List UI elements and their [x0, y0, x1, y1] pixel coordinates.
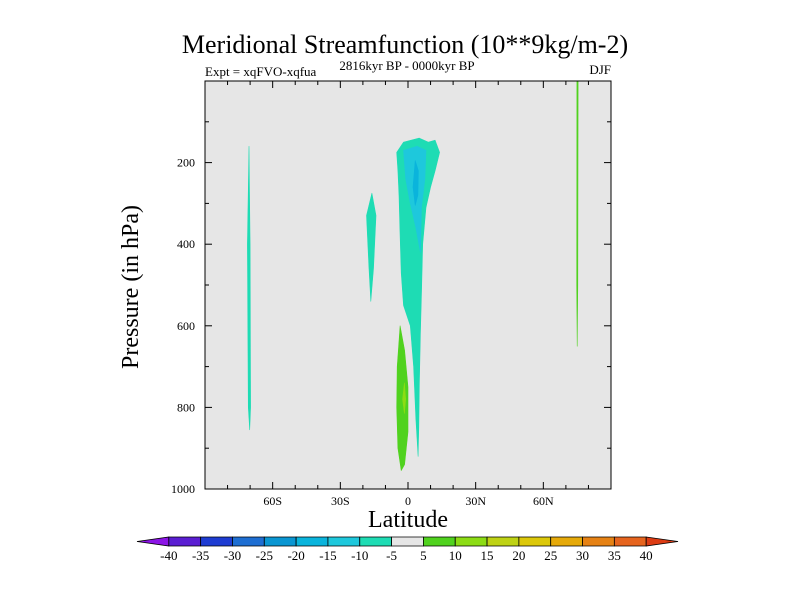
chart-title: Meridional Streamfunction (10**9kg/m-2) — [182, 30, 628, 59]
x-tick-label: 30S — [331, 494, 350, 508]
plot-area: 60S 30S 0 30N 60N 200 400 600 800 1000 — [171, 80, 612, 508]
contour-equator-main-negative — [396, 137, 440, 457]
colorbar-label: -5 — [386, 548, 397, 563]
colorbar-label: 10 — [449, 548, 462, 563]
colorbar-label: 35 — [608, 548, 621, 563]
y-tick-label: 1000 — [171, 482, 195, 496]
colorbar-label: 40 — [640, 548, 653, 563]
contour-lower-positive-stronger — [402, 382, 407, 414]
y-tick-label: 600 — [177, 319, 195, 333]
colorbar-swatch — [295, 536, 329, 547]
colorbar-label: 5 — [420, 548, 427, 563]
contour-equator-core-strongest — [412, 160, 419, 206]
colorbar-swatch — [613, 536, 647, 547]
y-tick-label: 800 — [177, 400, 195, 414]
colorbar-swatch — [518, 536, 552, 547]
colorbar-swatch — [232, 536, 265, 547]
colorbar-label: -40 — [160, 548, 177, 563]
colorbar-label: 20 — [512, 548, 525, 563]
colorbar-label: -10 — [351, 548, 368, 563]
colorbar-swatch — [582, 536, 615, 547]
colorbar-label: -15 — [319, 548, 336, 563]
colorbar-label: 25 — [544, 548, 557, 563]
colorbar-swatch — [645, 536, 679, 547]
colorbar-swatch — [327, 536, 361, 547]
colorbar-label: -20 — [287, 548, 304, 563]
contour-mid-narrow-negative — [366, 192, 377, 302]
x-axis-label: Latitude — [368, 507, 448, 533]
y-axis-label: Pressure (in hPa) — [118, 205, 144, 369]
x-tick-label: 60N — [533, 494, 554, 508]
colorbar: -40 -35 -30 -25 -20 -15 -10 -5 5 10 15 20 25 30 35 40 — [136, 536, 679, 563]
x-tick-label: 0 — [405, 494, 411, 508]
colorbar-swatch — [486, 536, 520, 547]
colorbar-swatch — [359, 536, 392, 547]
y-tick-label: 400 — [177, 237, 195, 251]
colorbar-swatch — [454, 536, 488, 547]
contour-lower-positive — [396, 325, 409, 471]
colorbar-label: 30 — [576, 548, 589, 563]
x-tick-label: 30N — [465, 494, 486, 508]
contour-fills — [247, 80, 579, 471]
colorbar-swatch — [263, 536, 297, 547]
y-axis-ticks: 200 400 600 800 1000 — [171, 121, 611, 496]
colorbar-label: -35 — [192, 548, 209, 563]
colorbar-swatch — [550, 536, 583, 547]
x-tick-label: 60S — [263, 494, 282, 508]
colorbar-label: 15 — [481, 548, 494, 563]
contour-north-narrow-positive — [576, 80, 579, 347]
x-axis-ticks: 60S 30S 0 30N 60N — [227, 81, 589, 508]
colorbar-swatch — [391, 536, 424, 547]
season-label: DJF — [589, 62, 611, 77]
y-tick-label: 200 — [177, 156, 195, 170]
colorbar-swatch — [168, 536, 202, 547]
colorbar-label: -30 — [224, 548, 241, 563]
colorbar-swatch — [423, 536, 456, 547]
contour-west-narrow-negative — [247, 146, 251, 431]
colorbar-swatch — [136, 536, 170, 547]
colorbar-swatch — [200, 536, 233, 547]
colorbar-label: -25 — [256, 548, 273, 563]
experiment-label: Expt = xqFVO-xqfua — [205, 64, 317, 79]
period-label: 2816kyr BP - 0000kyr BP — [339, 58, 474, 73]
